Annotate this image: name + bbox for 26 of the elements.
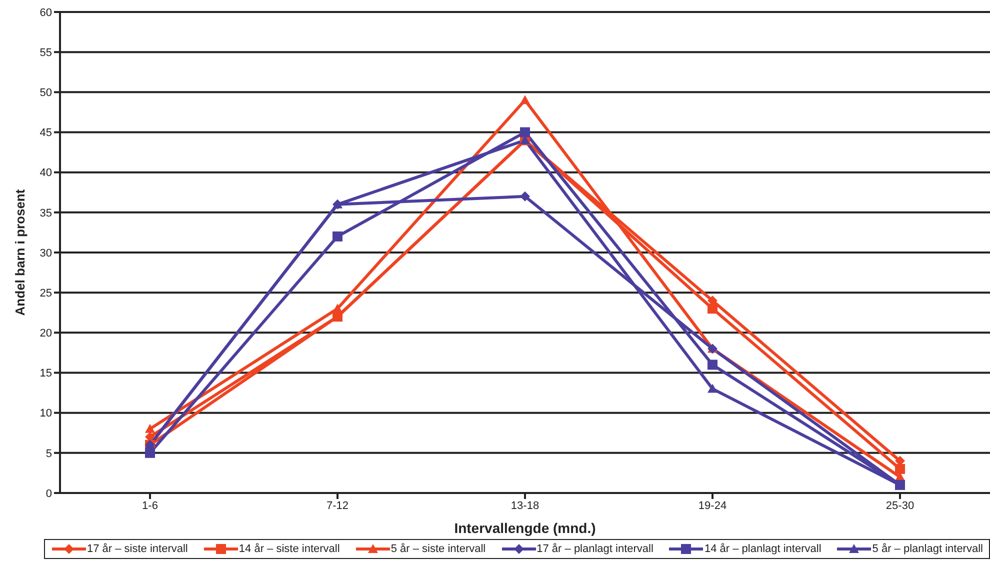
y-tick-label: 15 <box>40 368 52 380</box>
y-tick-label: 20 <box>40 328 52 340</box>
y-tick-label: 5 <box>46 448 52 460</box>
y-tick-label: 50 <box>40 87 52 100</box>
y-tick-label: 35 <box>40 207 52 220</box>
legend-label: 5 år – planlagt intervall <box>872 543 983 555</box>
legend-label: 5 år – siste intervall <box>390 543 486 555</box>
y-tick-label: 0 <box>46 488 52 500</box>
x-tick-label: 25-30 <box>886 500 914 512</box>
legend-label: 14 år – siste intervall <box>238 543 340 555</box>
y-tick-label: 10 <box>40 408 52 420</box>
x-tick-label: 7-12 <box>326 500 349 512</box>
y-tick-label: 55 <box>40 46 52 59</box>
legend-label: 17 år – planlagt intervall <box>536 543 654 555</box>
y-axis-title: Andel barn i prosent <box>12 188 28 316</box>
y-tick-label: 30 <box>40 247 52 260</box>
y-tick-label: 45 <box>40 127 52 140</box>
legend-label: 14 år – planlagt intervall <box>704 543 822 555</box>
x-axis-title: Intervallengde (mnd.) <box>454 520 596 536</box>
x-tick-label: 19-24 <box>698 500 727 512</box>
y-tick-label: 40 <box>40 167 52 180</box>
legend-label: 17 år – siste intervall <box>87 543 188 555</box>
x-tick-label: 1-6 <box>142 500 158 512</box>
y-tick-label: 25 <box>40 287 52 300</box>
x-tick-label: 13-18 <box>510 500 540 512</box>
y-tick-label: 60 <box>40 6 52 19</box>
